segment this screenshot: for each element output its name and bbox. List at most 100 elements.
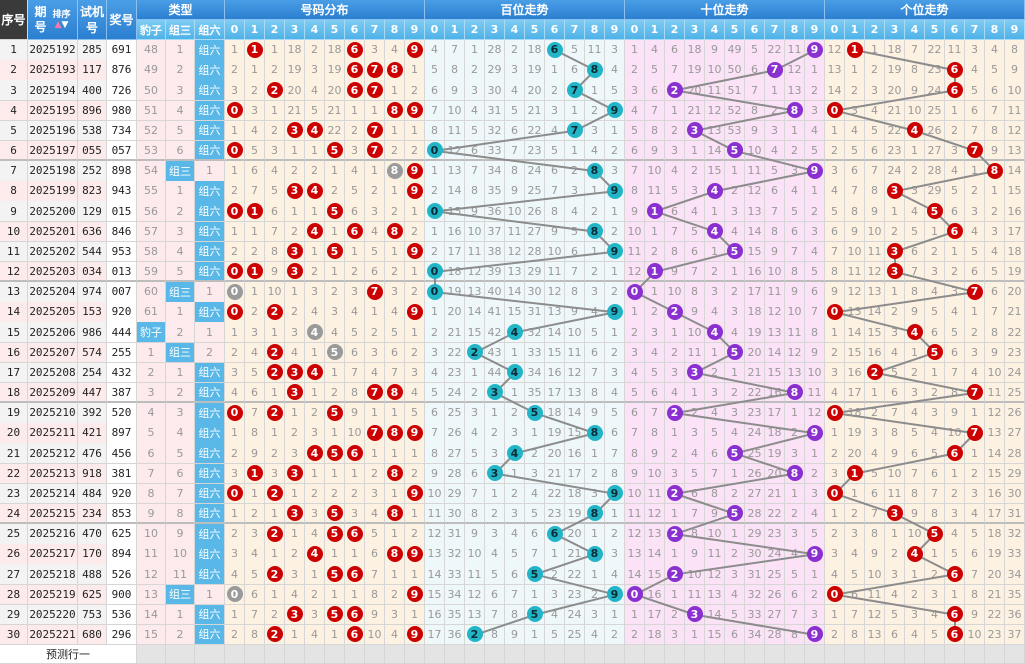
forecast-cell[interactable] [365, 645, 385, 664]
forecast-cell[interactable] [285, 645, 305, 664]
tens-omission: 14 [645, 544, 665, 565]
type-omission: 5 [137, 423, 166, 444]
tens-omission: 1 [665, 503, 685, 525]
forecast-cell[interactable] [785, 645, 805, 664]
header-hundreds-digit-3: 3 [485, 20, 505, 40]
distribution-ball-cell: 6 [345, 564, 365, 585]
tens-ball-cell: 9 [805, 161, 825, 182]
tens-omission: 5 [725, 604, 745, 626]
distribution-omission: 1 [225, 161, 245, 182]
forecast-cell[interactable] [425, 645, 445, 664]
forecast-cell[interactable] [765, 645, 785, 664]
forecast-cell[interactable] [625, 645, 645, 664]
units-ball-cell: 4 [905, 322, 925, 343]
forecast-cell[interactable] [885, 645, 905, 664]
forecast-cell[interactable] [665, 645, 685, 664]
forecast-cell[interactable] [505, 645, 525, 664]
forecast-cell[interactable] [945, 645, 965, 664]
row-period: 2025209 [28, 382, 78, 404]
forecast-cell[interactable] [465, 645, 485, 664]
units-omission: 5 [925, 624, 945, 645]
hundreds-number-ball: 7 [566, 122, 583, 139]
forecast-cell[interactable] [137, 645, 166, 664]
forecast-cell[interactable] [565, 645, 585, 664]
distribution-number-ball: 5 [326, 606, 343, 623]
type-omission: 6 [166, 463, 195, 485]
hundreds-omission: 8 [565, 282, 585, 303]
forecast-cell[interactable] [225, 645, 245, 664]
forecast-cell[interactable] [325, 645, 345, 664]
hundreds-omission: 2 [545, 80, 565, 101]
distribution-ball-cell: 4 [305, 221, 325, 243]
forecast-cell[interactable] [725, 645, 745, 664]
units-ball-cell: 6 [945, 80, 965, 101]
forecast-cell[interactable] [865, 645, 885, 664]
sort-toggle[interactable]: 排序 ▲▼ [52, 9, 71, 30]
row-seq: 18 [0, 382, 28, 404]
distribution-omission: 9 [245, 443, 265, 464]
distribution-omission: 1 [265, 100, 285, 122]
tens-omission: 2 [625, 624, 645, 645]
row-period: 2025208 [28, 362, 78, 384]
distribution-omission: 2 [225, 181, 245, 202]
forecast-row-label[interactable]: 预测行一 [0, 645, 137, 664]
type-omission: 1 [195, 322, 225, 343]
forecast-cell[interactable] [925, 645, 945, 664]
forecast-cell[interactable] [605, 645, 625, 664]
forecast-cell[interactable] [905, 645, 925, 664]
tens-omission: 11 [645, 483, 665, 505]
forecast-cell[interactable] [195, 645, 225, 664]
forecast-cell[interactable] [385, 645, 405, 664]
forecast-cell[interactable] [445, 645, 465, 664]
forecast-cell[interactable] [345, 645, 365, 664]
units-omission: 7 [965, 120, 985, 142]
distribution-number-ball: 5 [326, 243, 343, 260]
forecast-cell[interactable] [645, 645, 665, 664]
type-hit-2: 组六 [195, 382, 225, 404]
hundreds-omission: 6 [485, 584, 505, 606]
distribution-omission: 1 [345, 100, 365, 122]
forecast-cell[interactable] [1005, 645, 1025, 664]
forecast-cell[interactable] [745, 645, 765, 664]
distribution-omission: 10 [365, 624, 385, 645]
hundreds-omission: 2 [425, 322, 445, 343]
hundreds-omission: 32 [445, 544, 465, 565]
distribution-omission: 3 [225, 362, 245, 384]
forecast-cell[interactable] [685, 645, 705, 664]
distribution-number-ball: 0 [226, 283, 243, 300]
forecast-cell[interactable] [305, 645, 325, 664]
tens-omission: 9 [705, 503, 725, 525]
forecast-cell[interactable] [805, 645, 825, 664]
header-period[interactable]: 期号 排序 ▲▼ [28, 0, 78, 40]
forecast-cell[interactable] [825, 645, 845, 664]
forecast-cell[interactable] [705, 645, 725, 664]
type-hit-2: 组六 [195, 483, 225, 505]
type-hit-2: 组六 [195, 120, 225, 142]
forecast-cell[interactable] [585, 645, 605, 664]
distribution-omission: 2 [225, 624, 245, 645]
row-seq: 17 [0, 362, 28, 384]
forecast-cell[interactable] [525, 645, 545, 664]
distribution-omission: 2 [225, 241, 245, 263]
forecast-cell[interactable] [965, 645, 985, 664]
hundreds-omission: 2 [505, 40, 525, 61]
forecast-cell[interactable] [845, 645, 865, 664]
distribution-omission: 1 [405, 443, 425, 464]
forecast-cell[interactable] [485, 645, 505, 664]
units-omission: 4 [905, 201, 925, 222]
row-award-number: 432 [107, 362, 137, 384]
units-omission: 2 [905, 362, 925, 384]
tens-omission: 5 [785, 201, 805, 222]
forecast-cell[interactable] [166, 645, 195, 664]
distribution-omission: 4 [385, 40, 405, 61]
forecast-cell[interactable] [405, 645, 425, 664]
units-omission: 6 [845, 161, 865, 182]
forecast-cell[interactable] [985, 645, 1005, 664]
distribution-number-ball: 5 [326, 566, 343, 583]
forecast-cell[interactable] [245, 645, 265, 664]
forecast-cell[interactable] [265, 645, 285, 664]
distribution-omission: 1 [265, 322, 285, 343]
units-omission: 5 [825, 201, 845, 222]
units-omission: 15 [985, 463, 1005, 485]
forecast-cell[interactable] [545, 645, 565, 664]
